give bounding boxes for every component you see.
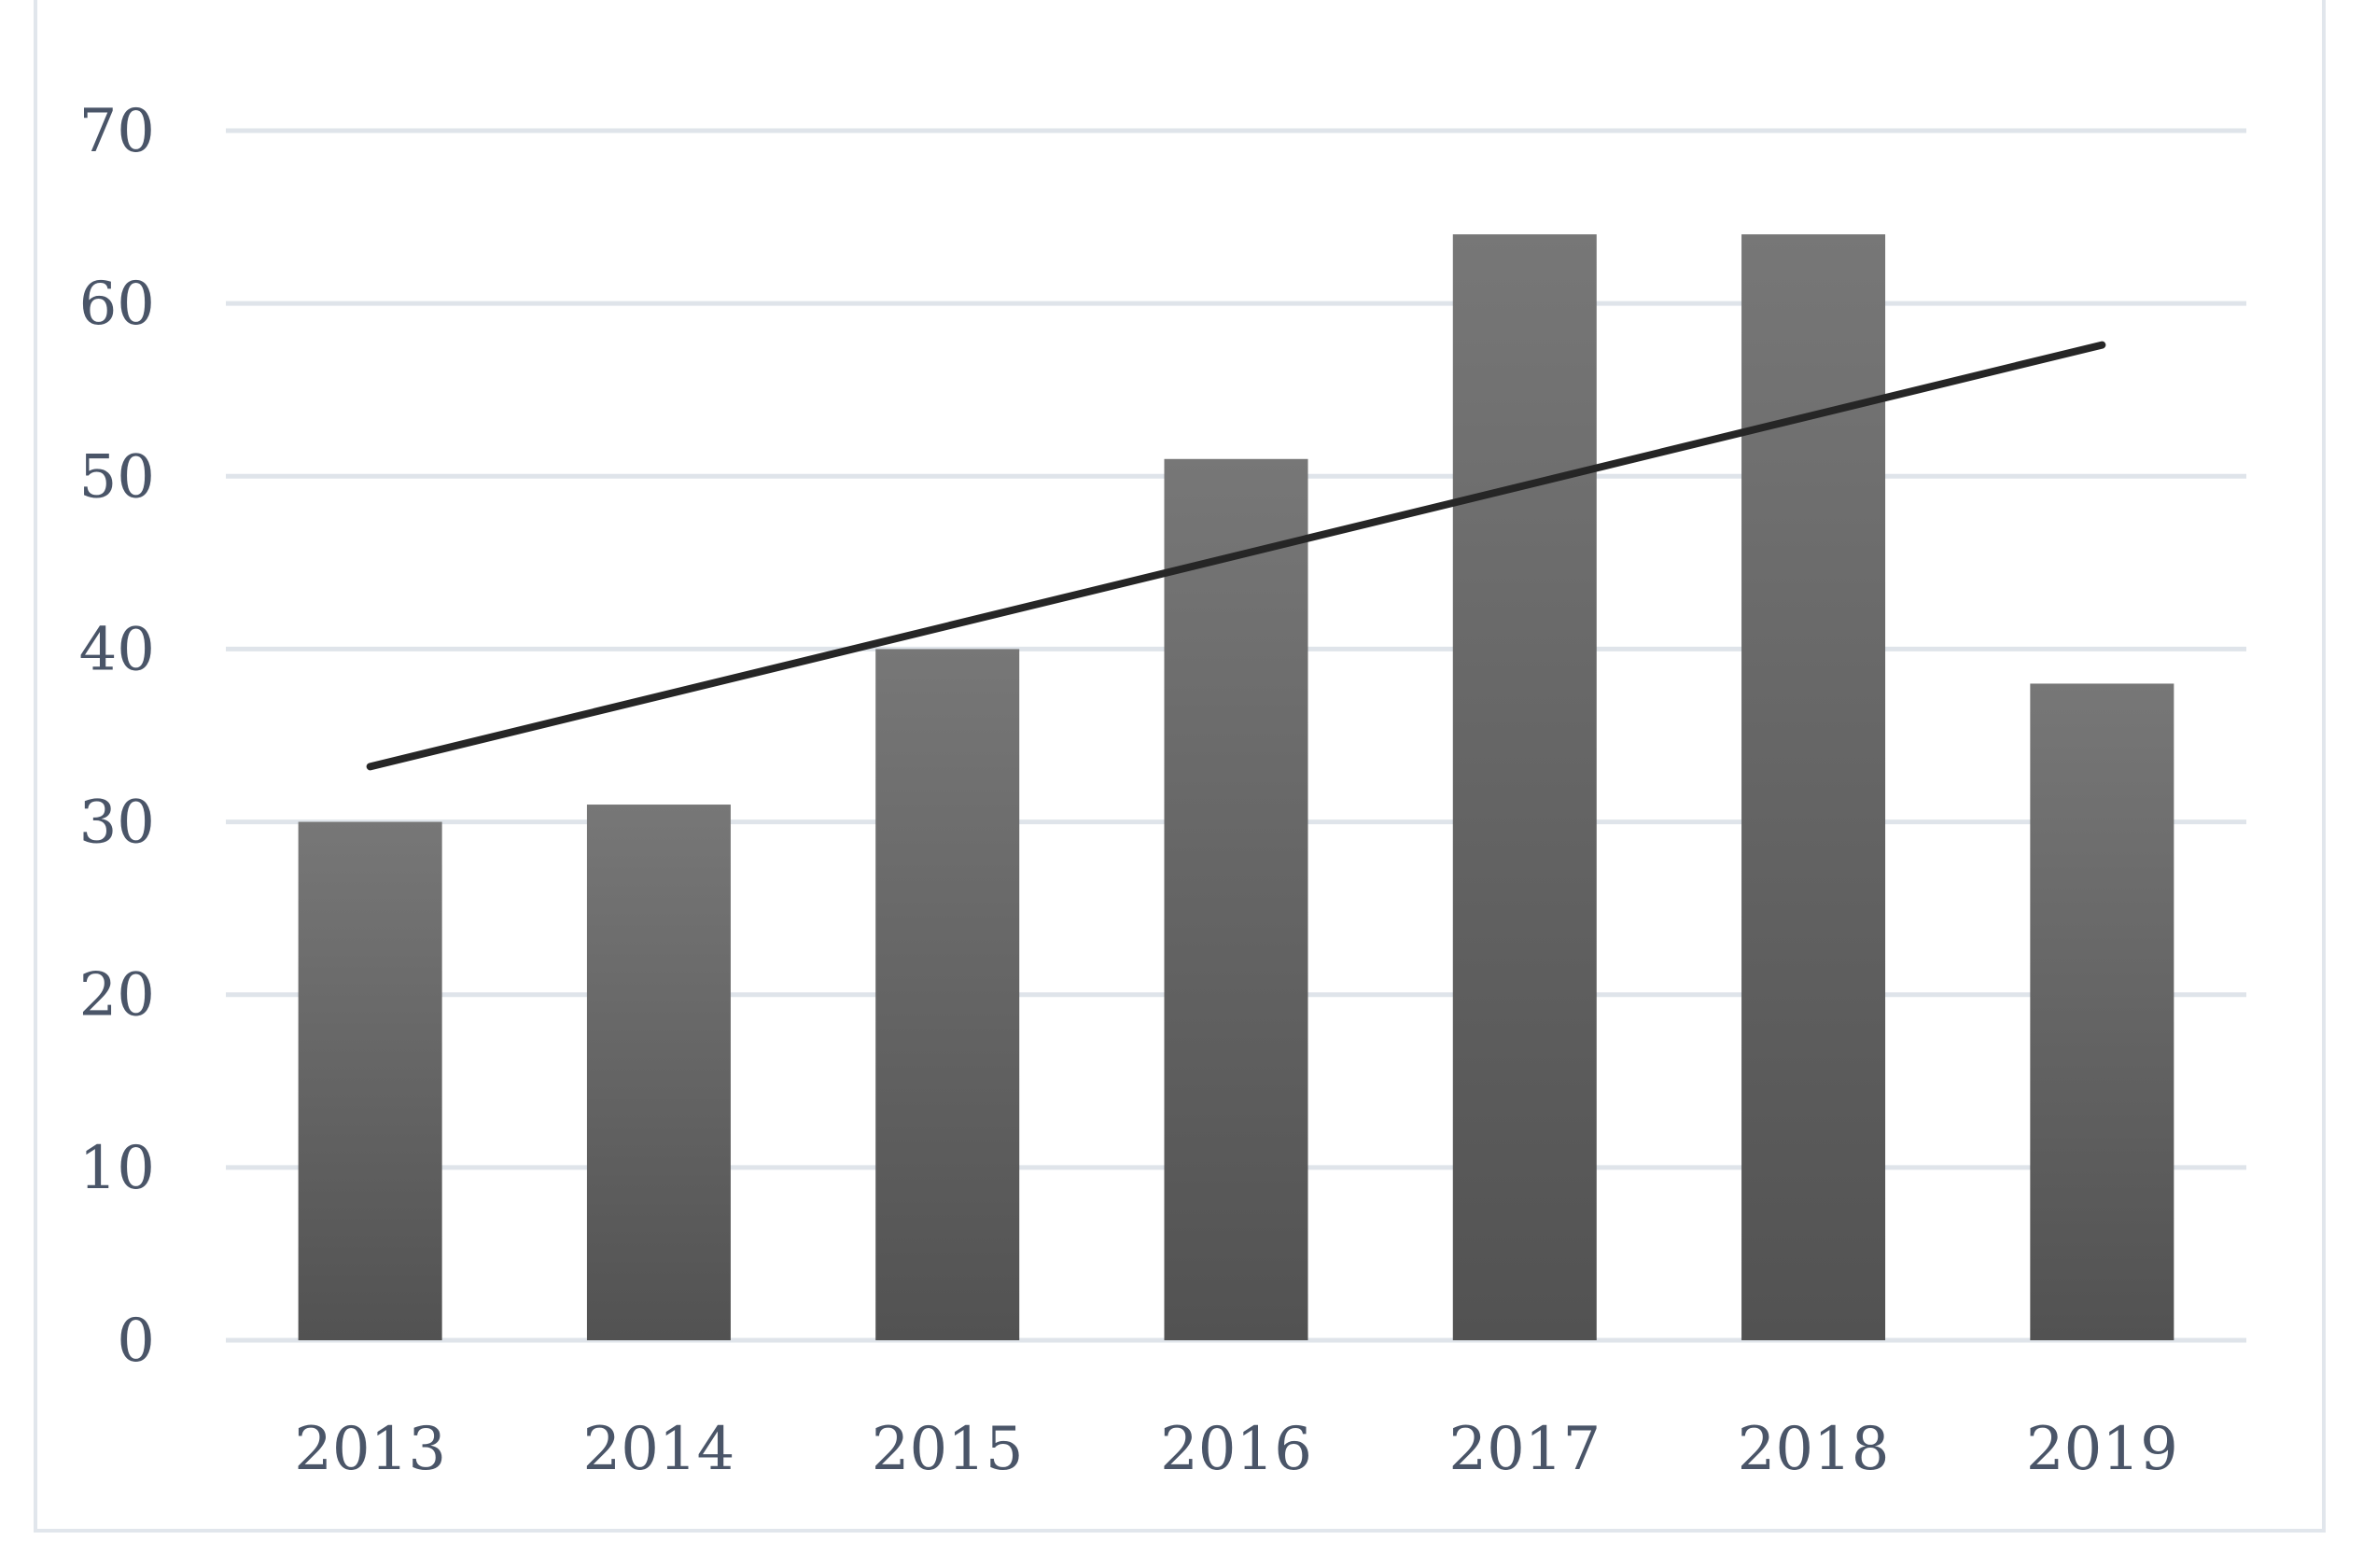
bar-2019 [2030, 683, 2174, 1340]
y-tick-label: 20 [79, 961, 155, 1030]
bar-2017 [1452, 234, 1597, 1341]
y-axis-ticks: 0 10 20 30 40 50 60 70 [79, 97, 155, 1376]
trendline [366, 341, 2106, 771]
x-tick-label: 2015 [872, 1415, 1024, 1484]
bar-2013 [298, 821, 442, 1340]
bar-2015 [875, 649, 1020, 1340]
bar-2014 [586, 805, 731, 1340]
y-tick-label: 30 [79, 789, 155, 858]
trendline-group [366, 341, 2106, 771]
y-tick-label: 40 [79, 615, 155, 684]
y-tick-label: 10 [79, 1134, 155, 1203]
y-tick-label: 60 [79, 270, 155, 339]
x-tick-label: 2018 [1738, 1415, 1890, 1484]
x-axis-ticks: 2013 2014 2015 2016 2017 2018 2019 [294, 1415, 2178, 1484]
x-tick-label: 2019 [2026, 1415, 2178, 1484]
x-tick-label: 2014 [582, 1415, 734, 1484]
y-tick-label: 50 [79, 442, 155, 511]
bar-2016 [1164, 458, 1308, 1340]
y-tick-label: 70 [79, 97, 155, 166]
y-tick-label: 0 [117, 1307, 155, 1376]
x-tick-label: 2016 [1160, 1415, 1312, 1484]
bars [298, 234, 2174, 1341]
x-tick-label: 2017 [1448, 1415, 1601, 1484]
x-tick-label: 2013 [294, 1415, 446, 1484]
